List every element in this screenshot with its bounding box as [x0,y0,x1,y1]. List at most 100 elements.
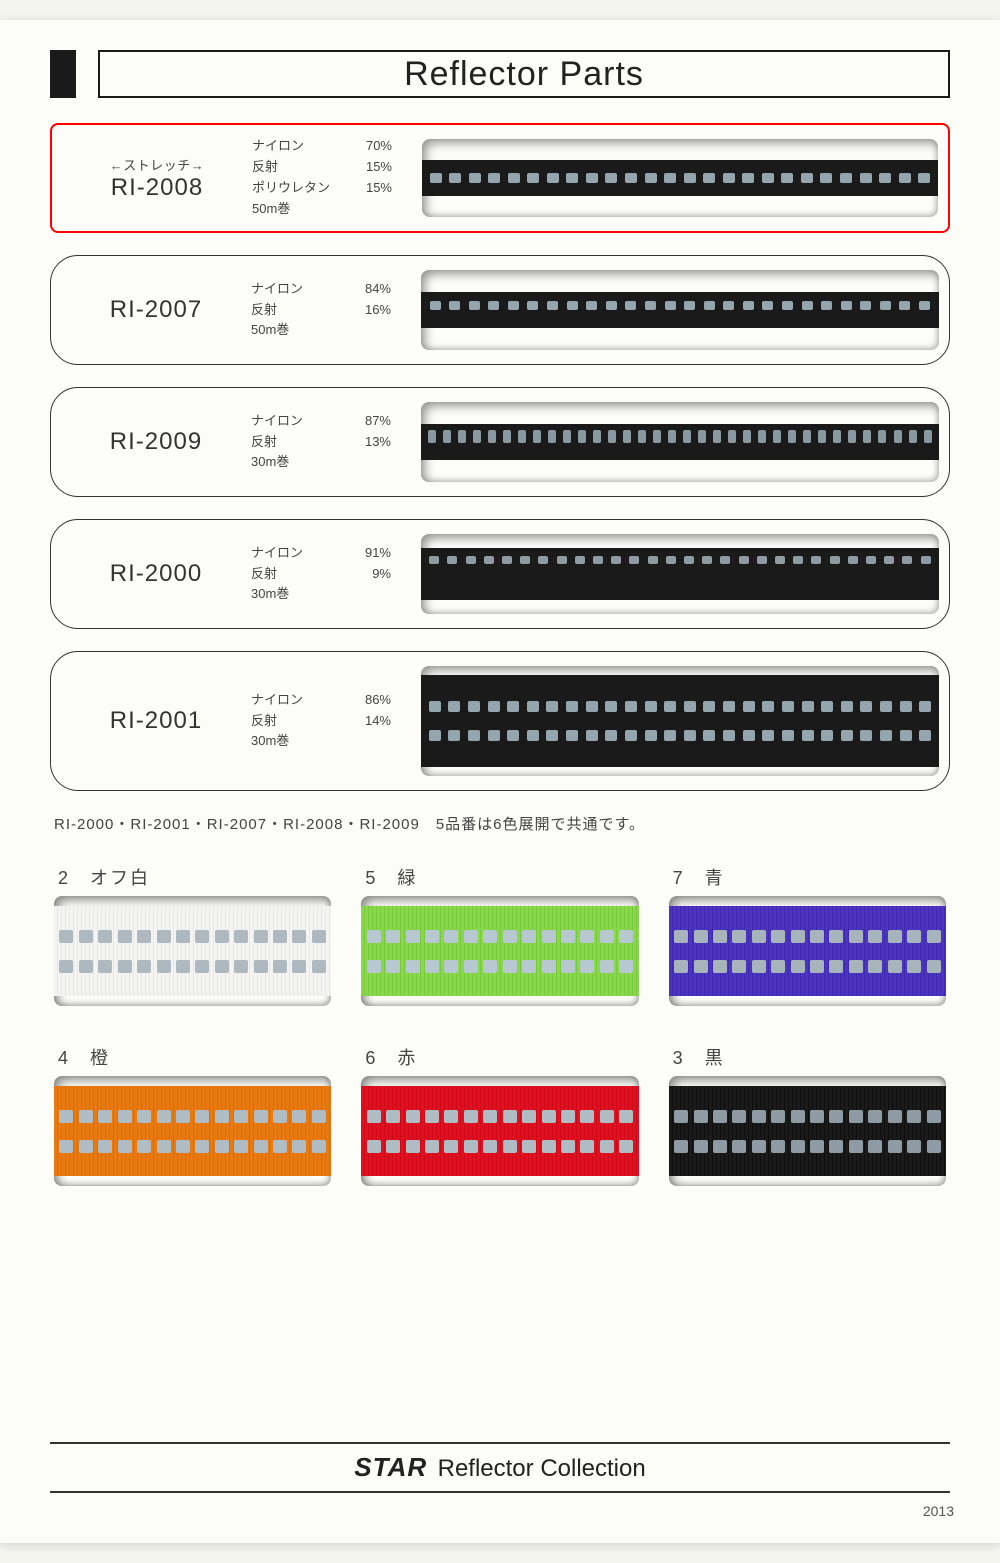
reflector-dot [608,430,616,443]
reflector-dot [629,556,639,564]
reflector-dot [59,960,73,973]
reflector-dot [758,430,766,443]
reflector-dot [703,173,715,183]
reflector-dot [664,730,676,741]
reflector-dot-row [361,960,638,973]
swatch-label: 7 青 [669,864,946,890]
spec-value: 86% [365,690,391,711]
reflector-dot [580,1110,594,1123]
reflector-dot [752,1110,766,1123]
product-specs: ナイロン84%反射16%50m巻 [251,279,421,341]
reflector-dot [907,1110,921,1123]
reflector-dot [848,430,856,443]
reflector-dot [406,1140,420,1153]
reflector-dot [59,1140,73,1153]
reflector-dot [548,430,556,443]
reflector-dot [137,930,151,943]
reflector-dot [810,1140,824,1153]
reflector-dot [833,430,841,443]
spec-label: ナイロン [251,690,303,711]
reflector-dot [720,556,730,564]
spec-label: ポリウレタン [252,178,330,199]
reflector-dot [625,701,637,712]
reflector-dot [273,1110,287,1123]
reflector-dot [732,1140,746,1153]
reflector-dot [469,301,480,310]
reflector-dot [254,1140,268,1153]
swatch-window [669,1076,946,1186]
reflector-dot [752,930,766,943]
spec-label: ナイロン [251,279,303,300]
page-header: Reflector Parts [50,50,950,98]
reflector-dot [863,430,871,443]
reflector-dot [645,301,656,310]
reflector-dot [606,301,617,310]
reflector-dot [742,173,754,183]
spec-value: 87% [365,411,391,432]
reflector-dot [868,960,882,973]
reflector-dot-row [669,1110,946,1123]
color-swatch: 5 緑 [361,864,638,1006]
reflector-dot [791,1110,805,1123]
reflector-dot [909,430,917,443]
reflector-dot [888,1140,902,1153]
reflector-dot [458,430,466,443]
tape-body [421,424,939,460]
reflector-dot [625,173,637,183]
reflector-dot-row [669,930,946,943]
reflector-dot [713,430,721,443]
reflector-dot [899,173,911,183]
reflector-dot [732,960,746,973]
reflector-dot [563,430,571,443]
reflector-dot [448,701,460,712]
sample-window [421,534,939,614]
reflector-dot [580,930,594,943]
reflector-dot [503,1140,517,1153]
reflector-dot [483,960,497,973]
reflector-dot [59,930,73,943]
reflector-dot [518,430,526,443]
spec-label: 50m巻 [251,320,289,341]
reflector-dot [522,1110,536,1123]
spec-value: 84% [365,279,391,300]
tape-sample [421,292,939,328]
reflector-dot [694,1110,708,1123]
reflector-dot [781,173,793,183]
tape-body [421,292,939,328]
product-code: RI-2000 [61,560,251,588]
reflector-dot [464,1110,478,1123]
reflector-dot [586,173,598,183]
reflector-dot [698,430,706,443]
spec-label: 反射 [252,157,278,178]
product-card: RI-2000ナイロン91%反射9%30m巻 [50,519,950,629]
reflector-dot [447,556,457,564]
reflector-dot [425,1140,439,1153]
reflector-dot [619,930,633,943]
reflector-dot [118,960,132,973]
reflector-dot [752,1140,766,1153]
reflector-dot [508,301,519,310]
reflector-dot [312,930,326,943]
reflector-dot [818,430,826,443]
reflector-dot [694,960,708,973]
reflector-dot [176,1110,190,1123]
reflector-dot [98,1110,112,1123]
reflector-dot [900,701,912,712]
reflector-dot [79,1140,93,1153]
reflector-dot [195,1110,209,1123]
page-footer: STAR Reflector Collection 2013 [50,1442,950,1493]
sample-window [421,666,939,776]
reflector-dot [919,301,930,310]
reflector-dot [79,960,93,973]
reflector-dot [927,1110,941,1123]
header-title-box: Reflector Parts [98,50,950,98]
reflector-dot [586,701,598,712]
reflector-dot-row [361,1140,638,1153]
tape-sample [421,424,939,460]
reflector-dot [791,1140,805,1153]
reflector-dot [611,556,621,564]
color-swatch: 7 青 [669,864,946,1006]
reflector-dot [234,930,248,943]
reflector-dot-row [421,701,939,712]
reflector-dot [502,556,512,564]
